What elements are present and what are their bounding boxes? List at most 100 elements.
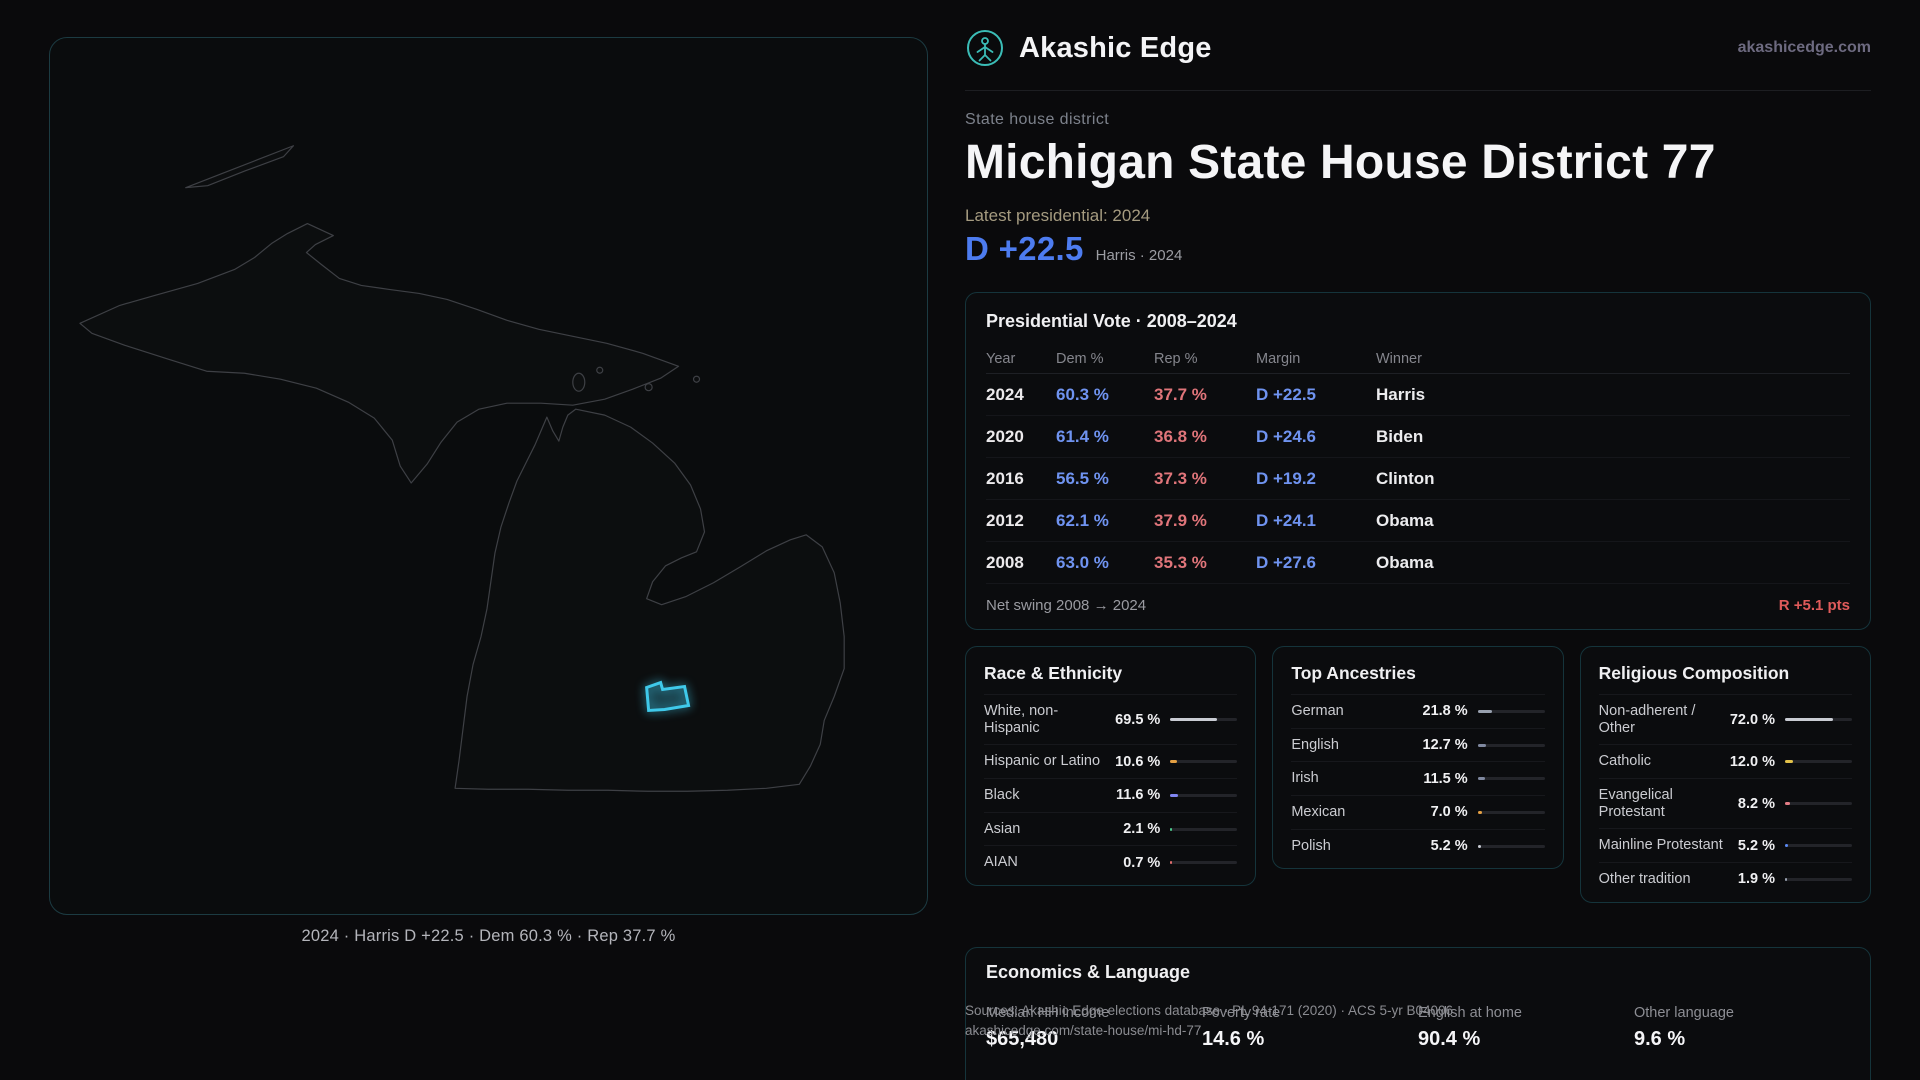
econ-stat-value: 90.4 %	[1418, 1027, 1481, 1050]
stat-bar	[1170, 827, 1238, 831]
beaver-island	[572, 372, 586, 392]
cell-year: 2012	[986, 510, 1024, 530]
district-77-shape[interactable]	[645, 680, 691, 713]
economics-card-title: Economics & Language	[986, 961, 1191, 982]
header: Akashic Edge akashicedge.com	[965, 0, 1871, 91]
detail-panel: Akashic Edge akashicedge.com State house…	[965, 0, 1871, 1080]
demographics-row: Race & Ethnicity White, non-Hispanic 69.…	[965, 646, 1871, 903]
stat-label: Asian	[984, 820, 1021, 837]
stat-row: AIAN 0.7 %	[984, 845, 1238, 879]
stat-value: 12.0 %	[1729, 753, 1775, 770]
stat-row: Asian 2.1 %	[984, 811, 1238, 846]
cell-rep: 35.3 %	[1154, 552, 1207, 572]
stat-value: 11.5 %	[1423, 770, 1468, 787]
cell-winner: Obama	[1376, 552, 1434, 572]
stat-row: Evangelical Protestant 8.2 %	[1598, 778, 1852, 828]
col-rep: Rep %	[1154, 350, 1198, 367]
stat-value: 5.2 %	[1430, 838, 1468, 855]
small-island-3	[692, 375, 701, 383]
cell-margin: D +24.1	[1256, 510, 1317, 530]
table-row: 2016 56.5 % 37.3 % D +19.2 Clinton	[986, 458, 1850, 500]
cell-dem: 56.5 %	[1056, 468, 1109, 488]
stat-label: Other tradition	[1598, 871, 1691, 888]
stat-bar	[1170, 793, 1238, 797]
stat-bar	[1784, 760, 1852, 764]
stat-value: 21.8 %	[1422, 703, 1468, 720]
stat-bar	[1477, 709, 1545, 713]
stat-row: Irish 11.5 %	[1291, 761, 1545, 795]
cell-dem: 61.4 %	[1056, 426, 1109, 446]
ancestries-card-title: Top Ancestries	[1291, 663, 1416, 683]
econ-stat-label: Other language	[1634, 1004, 1734, 1021]
stat-bar	[1170, 861, 1238, 865]
cell-dem: 63.0 %	[1056, 552, 1109, 572]
stat-label: Mexican	[1291, 804, 1346, 821]
stat-value: 0.7 %	[1123, 854, 1161, 871]
cell-margin: D +19.2	[1256, 468, 1317, 488]
table-row: 2012 62.1 % 37.9 % D +24.1 Obama	[986, 500, 1850, 542]
econ-stat-label: English at home	[1418, 1004, 1522, 1021]
stat-row: White, non-Hispanic 69.5 %	[984, 694, 1238, 744]
brand-domain-link[interactable]: akashicedge.com	[1737, 39, 1871, 56]
stat-label: English	[1291, 736, 1339, 753]
econ-stat: Other language 9.6 %	[1634, 1005, 1850, 1051]
stat-value: 12.7 %	[1422, 737, 1468, 753]
econ-stat-label: Median HH income	[986, 1004, 1110, 1021]
race-card-title: Race & Ethnicity	[984, 663, 1123, 683]
stat-bar	[1170, 760, 1238, 764]
stat-bar	[1170, 718, 1238, 722]
stat-label: Mainline Protestant	[1598, 837, 1723, 854]
economics-stats: Median HH income $65,480 Poverty rate 14…	[986, 1005, 1850, 1051]
stat-label: Evangelical Protestant	[1598, 787, 1673, 820]
col-year: Year	[986, 350, 1016, 367]
presidential-table: Year Dem % Rep % Margin Winner 2024 60.3…	[986, 344, 1850, 584]
cell-rep: 37.3 %	[1154, 468, 1207, 488]
stat-bar	[1784, 844, 1852, 848]
michigan-map	[79, 145, 845, 792]
stat-value: 2.1 %	[1123, 821, 1161, 838]
econ-stat-label: Poverty rate	[1202, 1004, 1281, 1021]
cell-rep: 36.8 %	[1154, 426, 1207, 446]
stat-row: Hispanic or Latino 10.6 %	[984, 744, 1238, 778]
stat-bar	[1477, 777, 1545, 781]
stat-value: 11.6 %	[1115, 787, 1161, 804]
map-caption: 2024 · Harris D +22.5 · Dem 60.3 % · Rep…	[301, 927, 676, 945]
lower-peninsula-outline	[454, 408, 845, 792]
cell-winner: Clinton	[1376, 468, 1435, 488]
econ-stat: Median HH income $65,480	[986, 1005, 1202, 1051]
econ-stat: English at home 90.4 %	[1418, 1005, 1634, 1051]
presidential-card-title: Presidential Vote · 2008–2024	[986, 311, 1237, 331]
religion-card-title: Religious Composition	[1598, 663, 1790, 683]
econ-stat-value: $65,480	[986, 1027, 1059, 1050]
top-ancestries-card: Top Ancestries German 21.8 % English 12.…	[1272, 646, 1564, 870]
stat-row: Black 11.6 %	[984, 778, 1238, 812]
stat-value: 8.2 %	[1737, 795, 1775, 812]
stat-label: Polish	[1291, 837, 1331, 854]
cell-year: 2020	[986, 426, 1024, 446]
stat-bar	[1477, 810, 1545, 814]
stat-value: 7.0 %	[1430, 804, 1468, 821]
religious-composition-card: Religious Composition Non-adherent / Oth…	[1579, 646, 1871, 903]
net-swing-value: R +5.1 pts	[1778, 597, 1850, 614]
econ-stat: Poverty rate 14.6 %	[1202, 1005, 1418, 1051]
district-map-panel	[49, 37, 928, 915]
isle-royale-outline	[185, 145, 295, 189]
cell-year: 2024	[986, 384, 1024, 404]
district-type-kicker: State house district	[965, 111, 1110, 128]
table-row: 2020 61.4 % 36.8 % D +24.6 Biden	[986, 416, 1850, 458]
cell-rep: 37.9 %	[1154, 510, 1207, 530]
stat-bar	[1784, 718, 1852, 722]
latest-presidential-label: Latest presidential: 2024	[965, 206, 1151, 225]
economics-language-card: Economics & Language Median HH income $6…	[965, 946, 1871, 1080]
cell-winner: Biden	[1376, 426, 1424, 446]
stat-bar	[1784, 877, 1852, 881]
upper-peninsula-outline	[79, 222, 680, 484]
stat-value: 1.9 %	[1737, 871, 1775, 888]
net-swing-row: Net swing 2008 → 2024 R +5.1 pts	[986, 584, 1850, 629]
cell-rep: 37.7 %	[1154, 384, 1207, 404]
stat-label: Catholic	[1598, 753, 1652, 770]
stat-row: Other tradition 1.9 %	[1598, 862, 1852, 896]
col-dem: Dem %	[1056, 350, 1104, 367]
stat-bar	[1477, 743, 1545, 747]
brand-logo-icon	[967, 30, 1003, 66]
